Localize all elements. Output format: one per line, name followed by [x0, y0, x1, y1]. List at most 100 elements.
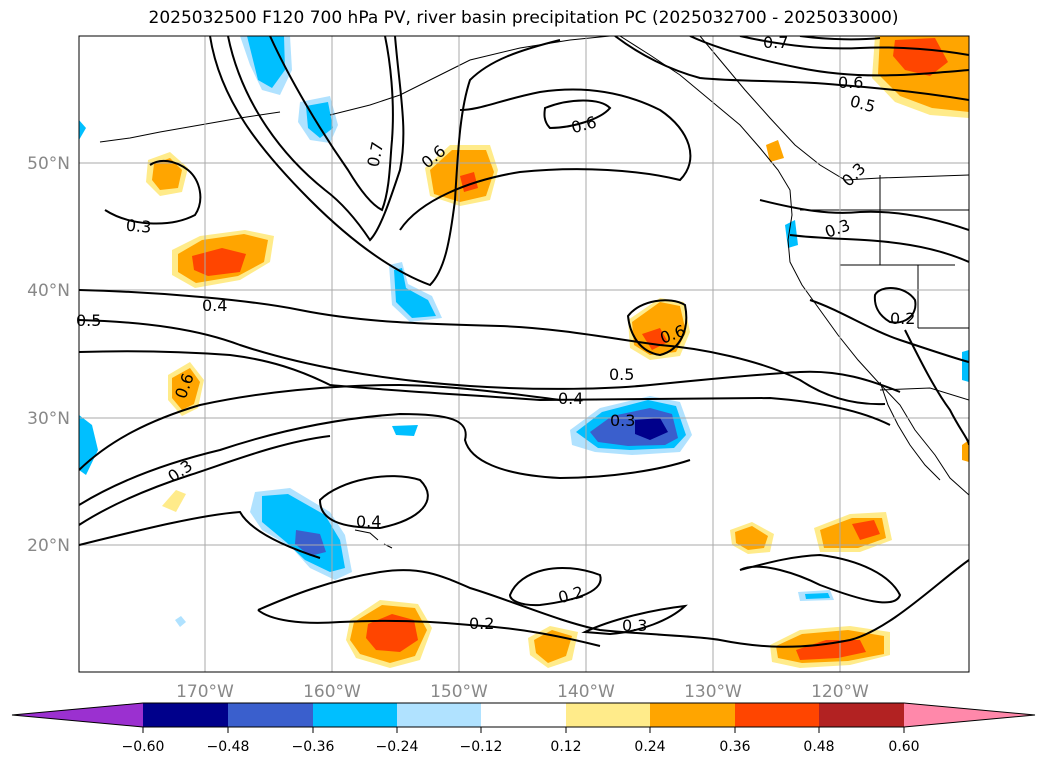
pv-contour: [739, 36, 969, 56]
neg-patch: [962, 350, 969, 382]
pv-contour: [873, 287, 917, 324]
contour-label: 0.3: [125, 216, 152, 237]
neg-patch: [79, 120, 86, 140]
neg-patch: [805, 593, 830, 599]
colorbar-tick-label: 0.48: [803, 739, 834, 755]
latitude-labels: 50°N 40°N 30°N 20°N: [27, 154, 70, 556]
lat-label: 30°N: [27, 409, 70, 429]
border-us-mexico: [879, 387, 969, 401]
plot-frame: [78, 35, 970, 673]
lat-label: 20°N: [27, 536, 70, 556]
pos-patch: [852, 520, 880, 540]
pv-contour: [809, 299, 969, 363]
colorbar-swatch: [735, 703, 819, 727]
colorbar-tick-label: −0.48: [207, 739, 250, 755]
pv-contour: [689, 36, 969, 77]
pv-contour: [257, 559, 969, 648]
lat-label: 50°N: [27, 154, 70, 174]
colorbar: −0.60 −0.48 −0.36 −0.24 −0.12 0.12 0.24 …: [11, 702, 1036, 755]
colorbar-tick-label: 0.60: [888, 739, 919, 755]
contour-label: 0.2: [469, 614, 494, 633]
pv-contour: [104, 159, 202, 225]
pv-contours: [79, 36, 969, 648]
pos-patch: [366, 614, 418, 652]
colorbar-ticks: [142, 727, 905, 733]
pv-contour: [79, 383, 561, 471]
pv-contour: [789, 234, 969, 263]
lon-label: 150°W: [430, 682, 488, 702]
contour-label: 0.5: [609, 365, 634, 384]
pos-patch: [962, 440, 969, 462]
contour-label: 0.4: [558, 389, 583, 408]
pv-contour: [543, 99, 612, 130]
neg-patch: [392, 425, 418, 436]
pv-contour: [626, 299, 688, 357]
pv-contour: [79, 350, 891, 426]
lon-label: 130°W: [684, 682, 742, 702]
pos-patch: [172, 368, 200, 410]
map-title: 2025032500 F120 700 hPa PV, river basin …: [148, 8, 899, 28]
pv-contour: [318, 475, 429, 530]
longitude-labels: 170°W 160°W 150°W 140°W 130°W 120°W: [176, 682, 869, 702]
colorbar-tick-label: −0.12: [460, 739, 503, 755]
pv-contour: [257, 609, 601, 647]
lon-label: 160°W: [303, 682, 361, 702]
colorbar-tick-label: 0.12: [550, 739, 581, 755]
pv-contour: [269, 36, 394, 212]
colorbar-tick-label: 0.36: [719, 739, 750, 755]
neg-patch: [635, 418, 668, 440]
contour-label: 0.5: [76, 311, 101, 330]
lon-label: 120°W: [811, 682, 869, 702]
pv-contour: [79, 319, 901, 393]
neg-patch: [295, 530, 326, 556]
colorbar-extend-high: [904, 703, 1035, 727]
contour-label: 0.6: [838, 73, 863, 92]
colorbar-swatch: [819, 703, 904, 727]
coastline-bc: [699, 36, 969, 181]
lon-label: 140°W: [557, 682, 615, 702]
colorbar-tick-label: 0.24: [634, 739, 665, 755]
pv-contour: [759, 199, 969, 231]
pv-contour: [79, 289, 886, 406]
pos-patch: [766, 140, 784, 162]
lon-label: 170°W: [176, 682, 234, 702]
pv-contour: [799, 36, 881, 41]
lat-label: 40°N: [27, 281, 70, 301]
pv-contour: [508, 567, 602, 607]
colorbar-extend-low: [12, 703, 143, 727]
contour-label: 0.3: [622, 616, 647, 635]
colorbar-swatch: [313, 703, 397, 727]
contour-label: 0.2: [890, 309, 915, 328]
neg-patch: [394, 268, 436, 318]
coastline-baja: [879, 381, 941, 481]
colorbar-tick-label: −0.36: [292, 739, 335, 755]
pos-patch: [162, 490, 186, 512]
colorbar-tick-label: −0.24: [376, 739, 419, 755]
pv-contour: [614, 36, 969, 101]
pv-contour: [739, 553, 902, 604]
pv-contour: [79, 412, 691, 506]
pv-contour: [581, 604, 688, 636]
pv-contour: [227, 36, 405, 242]
pv-contour: [79, 510, 321, 559]
pos-patch: [735, 526, 768, 550]
pv-contour: [904, 329, 969, 446]
contour-label: 0.3: [610, 411, 635, 430]
neg-patch: [175, 616, 186, 627]
coastlines: [99, 36, 969, 549]
colorbar-tick-label: −0.60: [122, 739, 165, 755]
neg-patch: [79, 415, 98, 475]
neg-patch: [306, 102, 333, 138]
pv-contour: [399, 88, 692, 231]
colorbar-swatch: [481, 703, 566, 727]
colorbar-swatch: [228, 703, 313, 727]
colorbar-swatch: [566, 703, 650, 727]
colorbar-swatch: [143, 703, 228, 727]
pv-contour: [209, 36, 561, 287]
contour-label: 0.7: [763, 33, 788, 52]
precipitation-shading: [79, 36, 969, 668]
colorbar-swatch: [397, 703, 481, 727]
contour-label: 0.4: [356, 512, 381, 531]
coastline-aleutians: [99, 111, 281, 143]
